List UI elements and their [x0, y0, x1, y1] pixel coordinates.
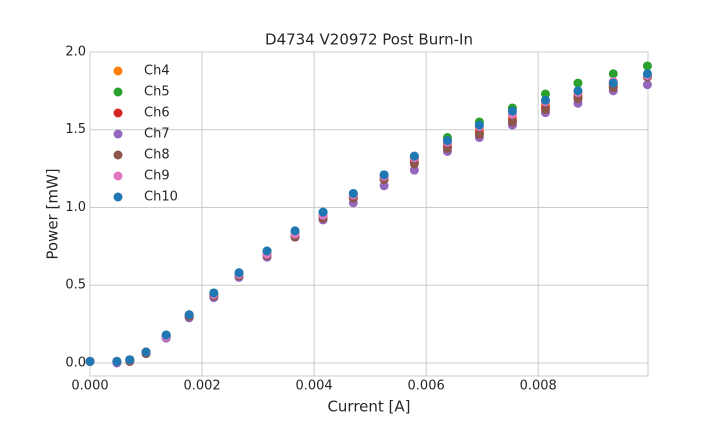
legend-label: Ch10: [144, 190, 178, 205]
legend-label: Ch6: [144, 106, 170, 121]
legend-label: Ch5: [144, 85, 170, 100]
data-point: [318, 207, 328, 217]
x-axis-label: Current [A]: [327, 398, 410, 416]
data-point: [209, 288, 219, 298]
data-point: [379, 181, 389, 191]
data-point: [409, 165, 419, 175]
data-point: [507, 106, 517, 116]
data-point: [573, 94, 583, 104]
legend-label: Ch4: [144, 64, 170, 79]
chart-title: D4734 V20972 Post Burn-In: [265, 31, 473, 49]
legend-marker: [113, 108, 123, 118]
data-point: [85, 356, 95, 366]
x-tick-label: 0.006: [408, 379, 445, 394]
data-point: [125, 355, 135, 365]
data-point: [409, 159, 419, 169]
x-tick-label: 0.000: [71, 379, 108, 394]
data-point: [379, 170, 389, 180]
legend-marker: [113, 192, 123, 202]
y-tick-label: 0.5: [65, 278, 86, 293]
data-point: [608, 78, 618, 88]
legend-marker: [113, 150, 123, 160]
data-point: [442, 143, 452, 153]
data-point: [507, 117, 517, 127]
y-tick-label: 2.0: [65, 45, 86, 60]
data-point: [642, 80, 652, 90]
legend-marker: [113, 66, 123, 76]
data-point: [141, 347, 151, 357]
data-point: [540, 89, 550, 99]
data-point: [184, 310, 194, 320]
legend-marker: [113, 171, 123, 181]
y-tick-label: 1.5: [65, 122, 86, 137]
data-point: [642, 69, 652, 79]
x-tick-label: 0.008: [520, 379, 557, 394]
y-tick-label: 0.0: [65, 355, 86, 370]
y-axis-label: Power [mW]: [44, 168, 62, 259]
legend-label: Ch7: [144, 127, 170, 142]
data-point: [608, 69, 618, 79]
data-point: [348, 188, 358, 198]
x-tick-label: 0.002: [183, 379, 220, 394]
legend-label: Ch9: [144, 169, 170, 184]
x-tick-label: 0.004: [295, 379, 332, 394]
data-point: [540, 95, 550, 105]
plot-area: [89, 51, 649, 377]
data-point: [262, 246, 272, 256]
data-point: [409, 151, 419, 161]
y-tick-label: 1.0: [65, 200, 86, 215]
data-point: [642, 61, 652, 71]
data-point: [474, 120, 484, 130]
legend-label: Ch8: [144, 148, 170, 163]
data-point: [234, 268, 244, 278]
data-point: [161, 330, 171, 340]
data-point: [540, 105, 550, 115]
data-point: [112, 356, 122, 366]
data-point: [474, 129, 484, 139]
legend-marker: [113, 87, 123, 97]
data-point: [442, 136, 452, 146]
legend-marker: [113, 129, 123, 139]
data-point: [573, 86, 583, 96]
data-point: [573, 78, 583, 88]
data-point: [290, 226, 300, 236]
